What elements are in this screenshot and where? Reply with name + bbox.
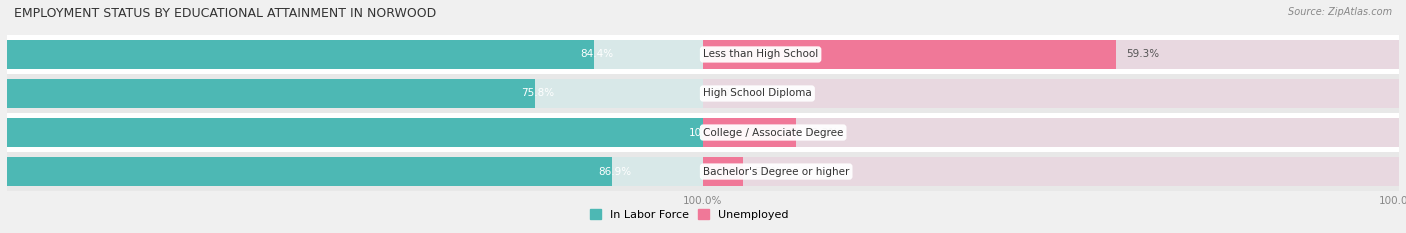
Text: 84.4%: 84.4%: [581, 49, 613, 59]
Legend: In Labor Force, Unemployed: In Labor Force, Unemployed: [591, 209, 789, 220]
Bar: [7, 79, 534, 108]
Text: College / Associate Degree: College / Associate Degree: [703, 127, 844, 137]
Bar: [703, 40, 1399, 69]
Bar: [7, 74, 703, 113]
Text: 75.8%: 75.8%: [520, 89, 554, 99]
Bar: [7, 152, 703, 191]
Bar: [7, 35, 703, 74]
Bar: [703, 40, 1116, 69]
Bar: [703, 158, 1399, 186]
Bar: [7, 118, 703, 147]
Bar: [703, 35, 1399, 74]
Bar: [703, 79, 1399, 108]
Bar: [703, 158, 744, 186]
Bar: [7, 158, 703, 186]
Bar: [703, 152, 1399, 191]
Bar: [703, 74, 1399, 113]
Bar: [7, 79, 703, 108]
Bar: [703, 113, 1399, 152]
Text: 86.9%: 86.9%: [598, 167, 631, 177]
Text: Bachelor's Degree or higher: Bachelor's Degree or higher: [703, 167, 849, 177]
Text: High School Diploma: High School Diploma: [703, 89, 811, 99]
Bar: [7, 40, 595, 69]
Text: 100.0%: 100.0%: [689, 127, 728, 137]
Text: 13.3%: 13.3%: [806, 127, 839, 137]
Text: EMPLOYMENT STATUS BY EDUCATIONAL ATTAINMENT IN NORWOOD: EMPLOYMENT STATUS BY EDUCATIONAL ATTAINM…: [14, 7, 436, 20]
Bar: [7, 118, 703, 147]
Bar: [7, 113, 703, 152]
Bar: [7, 158, 612, 186]
Text: 59.3%: 59.3%: [1126, 49, 1160, 59]
Text: 5.8%: 5.8%: [754, 167, 780, 177]
Text: 0.0%: 0.0%: [713, 89, 740, 99]
Bar: [7, 40, 703, 69]
Text: Less than High School: Less than High School: [703, 49, 818, 59]
Bar: [703, 118, 796, 147]
Text: Source: ZipAtlas.com: Source: ZipAtlas.com: [1288, 7, 1392, 17]
Bar: [703, 118, 1399, 147]
